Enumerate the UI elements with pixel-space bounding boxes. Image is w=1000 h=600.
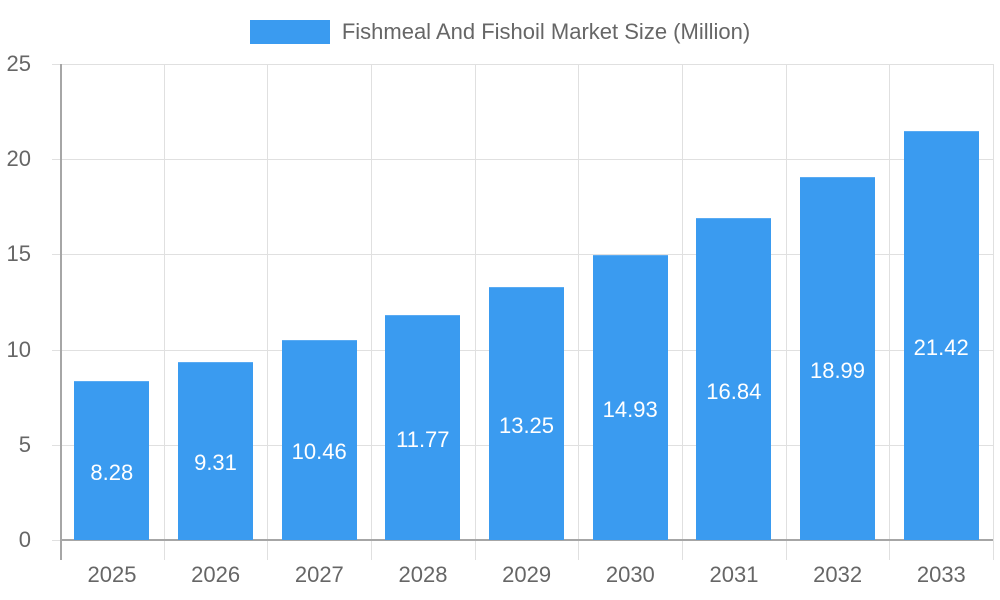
bar-value-label: 10.46 [291,439,347,465]
plot-area: 0 5 10 15 20 25 8.28 9.31 10.46 11.77 13.25 14.93 16… [7,51,994,560]
v-gridline [889,64,891,560]
bar[interactable]: 8.28 [74,381,150,540]
bar-value-label: 11.77 [396,426,450,452]
bar-value-label: 13.25 [498,412,555,438]
bar[interactable]: 18.99 [800,177,875,540]
legend-swatch [249,20,330,44]
bar[interactable]: 9.31 [178,361,253,540]
y-tick-label: 15 [6,241,31,267]
x-tick-label: 2025 [87,562,137,587]
legend-label: Fishmeal And Fishoil Market Size (Millio… [341,19,751,44]
x-tick-label: 2027 [294,562,344,587]
x-tick-label: 2030 [605,562,655,587]
v-gridline [474,64,476,560]
h-gridline [52,64,993,65]
bar-value-label: 9.31 [194,450,237,476]
bar-value-label: 14.93 [602,396,658,422]
bar[interactable]: 10.46 [281,339,357,540]
y-tick-label: 0 [18,527,31,552]
x-tick-label: 2033 [916,562,966,587]
v-gridline [371,64,372,560]
bar[interactable]: 16.84 [696,218,772,540]
v-gridline [267,64,269,560]
v-gridline [163,64,165,560]
v-gridline [785,64,787,560]
chart-legend[interactable]: Fishmeal And Fishoil Market Size (Millio… [0,19,1000,45]
v-gridline [682,64,683,560]
x-tick-label: 2031 [709,562,759,587]
v-gridline [993,64,994,560]
x-axis [60,539,993,541]
h-gridline [52,159,993,161]
x-tick-label: 2026 [191,562,241,587]
y-axis [60,64,62,560]
y-tick-label: 5 [18,431,31,457]
x-tick-label: 2029 [502,562,552,587]
bar[interactable]: 21.42 [903,131,979,540]
bar[interactable]: 14.93 [592,254,668,540]
bar-value-label: 16.84 [706,378,762,404]
bar-value-label: 8.28 [90,460,134,486]
v-gridline [578,64,580,560]
bar-value-label: 18.99 [809,358,866,384]
bar[interactable]: 11.77 [385,314,461,540]
y-tick-label: 20 [6,146,31,172]
bar-value-label: 21.42 [913,335,969,361]
bar[interactable]: 13.25 [489,286,564,540]
x-tick-label: 2032 [813,562,863,587]
y-tick-label: 25 [6,51,31,76]
h-gridline [52,254,993,256]
y-tick-label: 10 [6,336,31,362]
x-tick-label: 2028 [398,562,448,587]
